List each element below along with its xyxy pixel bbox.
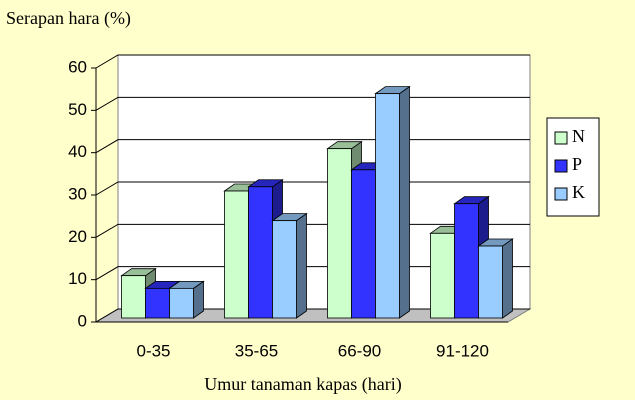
bar-front bbox=[478, 245, 503, 319]
bar-front bbox=[454, 203, 479, 319]
legend-swatch bbox=[554, 187, 568, 201]
bar-front bbox=[272, 220, 297, 319]
bar-side bbox=[296, 212, 307, 319]
bar-front bbox=[327, 148, 352, 319]
bar-side bbox=[399, 85, 410, 319]
bar bbox=[374, 85, 411, 319]
bar-side bbox=[502, 238, 513, 319]
bar-front bbox=[169, 287, 194, 319]
legend-label: K bbox=[572, 182, 585, 202]
y-tick-label: 50 bbox=[68, 100, 87, 119]
x-tick-label: 35-65 bbox=[235, 341, 278, 360]
bar bbox=[271, 212, 308, 319]
bar bbox=[477, 238, 514, 319]
legend-label: N bbox=[572, 126, 585, 146]
bar bbox=[168, 280, 205, 319]
y-tick-label: 20 bbox=[68, 227, 87, 246]
bar-front bbox=[224, 190, 249, 319]
x-tick-label: 0-35 bbox=[136, 341, 170, 360]
y-tick-label: 10 bbox=[68, 269, 87, 288]
grid-line bbox=[95, 54, 530, 69]
y-tick-label: 30 bbox=[68, 184, 87, 203]
bar-front bbox=[375, 93, 400, 319]
chart-title: Serapan hara (%) bbox=[6, 8, 131, 29]
bar-front bbox=[430, 232, 455, 319]
bar-front bbox=[145, 287, 170, 319]
x-tick-label: 91-120 bbox=[436, 341, 489, 360]
legend-label: P bbox=[572, 154, 582, 174]
y-tick-label: 40 bbox=[68, 142, 87, 161]
x-tick-label: 66-90 bbox=[338, 341, 381, 360]
bar-front bbox=[248, 186, 273, 319]
legend-swatch bbox=[554, 159, 568, 173]
y-tick-label: 0 bbox=[78, 311, 87, 330]
bar-front bbox=[351, 169, 376, 319]
bar-front bbox=[121, 275, 146, 319]
y-tick-label: 60 bbox=[68, 57, 87, 76]
x-axis-label: Umur tanaman kapas (hari) bbox=[204, 374, 401, 395]
legend-swatch bbox=[554, 131, 568, 145]
